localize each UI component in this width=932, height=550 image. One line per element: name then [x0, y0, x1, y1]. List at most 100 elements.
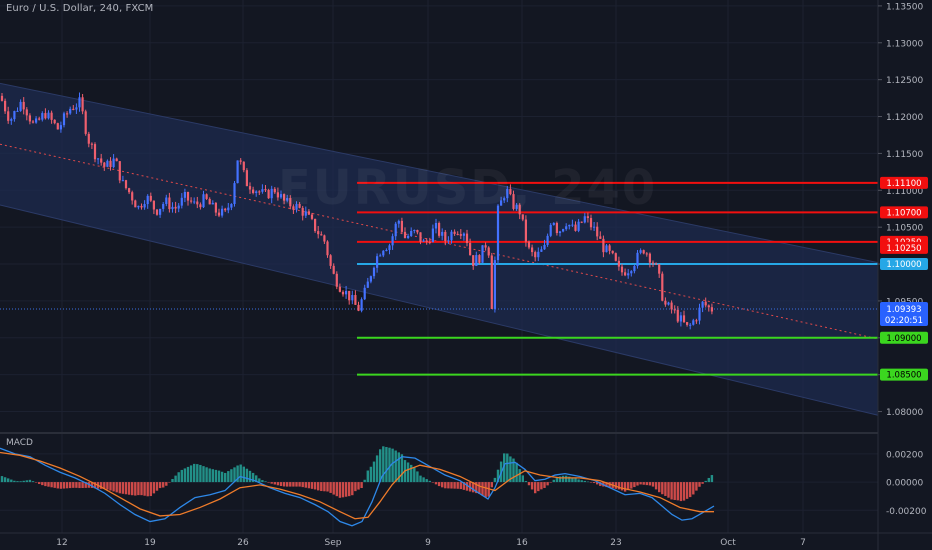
- candle-body: [481, 245, 484, 263]
- macd-hist-bar: [78, 482, 81, 489]
- macd-hist-bar: [515, 462, 518, 483]
- last-price-label: 1.09393: [886, 305, 921, 315]
- macd-hist-bar: [636, 482, 639, 486]
- candle-body: [118, 161, 121, 181]
- time-tick-label: 12: [56, 538, 67, 548]
- candle-body: [546, 235, 549, 245]
- macd-hist-bar: [22, 480, 25, 483]
- candle-body: [205, 194, 208, 199]
- candle-body: [428, 241, 431, 243]
- candle-body: [25, 109, 28, 116]
- macd-hist-bar: [298, 482, 301, 487]
- macd-hist-bar: [0, 476, 4, 483]
- candle-body: [642, 250, 645, 254]
- macd-hist-bar: [394, 450, 397, 483]
- macd-hist-bar: [397, 452, 400, 483]
- candle-body: [465, 233, 469, 243]
- candle-body: [252, 189, 255, 193]
- candle-body: [397, 220, 400, 224]
- macd-hist-bar: [431, 482, 435, 483]
- candle-body: [565, 226, 568, 230]
- macd-hist-bar: [143, 482, 146, 496]
- time-tick-label: 19: [144, 538, 156, 548]
- macd-hist-bar: [140, 482, 143, 496]
- macd-axis[interactable]: 0.00200 0.00000 -0.00200: [886, 450, 927, 516]
- macd-hist-bar: [205, 467, 208, 483]
- regression-channel: [0, 83, 878, 416]
- macd-hist-bar: [146, 482, 149, 497]
- candle-body: [314, 218, 317, 232]
- macd-hist-bar: [149, 482, 152, 497]
- horizontal-levels[interactable]: [357, 181, 878, 376]
- candle-body: [475, 255, 478, 267]
- candle-body: [676, 309, 679, 322]
- candle-body: [109, 160, 112, 168]
- candle-body: [190, 200, 193, 202]
- macd-hist-bar: [313, 482, 317, 490]
- candle-body: [388, 245, 391, 251]
- macd-hist-bar: [679, 482, 683, 502]
- candle-body: [112, 158, 115, 168]
- candle-body: [655, 263, 658, 265]
- candle-body: [670, 302, 673, 310]
- macd-hist-bar: [388, 447, 391, 483]
- macd-hist-bar: [462, 482, 466, 490]
- macd-hist-bar: [592, 482, 596, 484]
- macd-hist-bar: [7, 478, 10, 483]
- macd-hist-bar: [627, 482, 630, 491]
- candle-body: [149, 195, 152, 201]
- macd-hist-bar: [25, 480, 28, 483]
- macd-hist-bar: [630, 482, 633, 489]
- candle-body: [360, 299, 363, 311]
- macd-hist-bar: [586, 481, 590, 483]
- macd-hist-bar: [189, 465, 193, 483]
- candle-body: [462, 233, 465, 236]
- candle-body: [10, 119, 13, 121]
- macd-hist-bar: [633, 482, 636, 488]
- candle-body: [295, 204, 298, 210]
- countdown-label: 02:20:51: [885, 316, 923, 326]
- macd-hist-bar: [103, 482, 106, 489]
- candle-body: [537, 251, 540, 258]
- macd-hist-bar: [472, 482, 475, 493]
- macd-hist-bar: [465, 482, 469, 491]
- candle-body: [183, 191, 186, 198]
- macd-hist-bar: [38, 482, 41, 484]
- candle-body: [124, 180, 128, 189]
- price-tick-label: 1.13000: [886, 39, 923, 49]
- macd-hist-bar: [236, 465, 239, 483]
- candle-body: [143, 204, 146, 208]
- candle-body: [394, 223, 397, 237]
- macd-hist-bar: [34, 482, 38, 483]
- candle-body: [180, 197, 183, 206]
- candle-body: [69, 108, 72, 114]
- candle-body: [208, 198, 211, 205]
- candle-body: [320, 234, 323, 236]
- macd-hist-bar: [100, 482, 103, 489]
- candle-body: [667, 302, 670, 305]
- candle-body: [589, 218, 593, 228]
- candle-body: [453, 231, 456, 234]
- macd-hist-bar: [434, 482, 438, 485]
- candle-body: [574, 224, 577, 231]
- macd-hist-bar: [493, 477, 497, 483]
- candle-body: [345, 290, 348, 295]
- candle-body: [202, 194, 205, 208]
- macd-hist-bar: [81, 482, 84, 489]
- macd-hist-bar: [450, 482, 453, 489]
- macd-hist-bar: [639, 482, 642, 485]
- time-axis[interactable]: 12 19 26 Sep 9 16 23 Oct 7: [56, 538, 806, 548]
- macd-hist-bar: [84, 482, 87, 488]
- macd-hist-bar: [413, 467, 416, 483]
- macd-hist-bar: [193, 463, 196, 483]
- candle-body: [583, 216, 586, 223]
- macd-hist-bar: [165, 482, 168, 486]
- macd-hist-bar: [441, 482, 444, 488]
- last-price-box: [880, 302, 928, 327]
- candle-body: [348, 290, 351, 301]
- candle-body: [648, 253, 651, 263]
- candle-body: [323, 235, 326, 242]
- macd-hist-bar: [62, 482, 66, 489]
